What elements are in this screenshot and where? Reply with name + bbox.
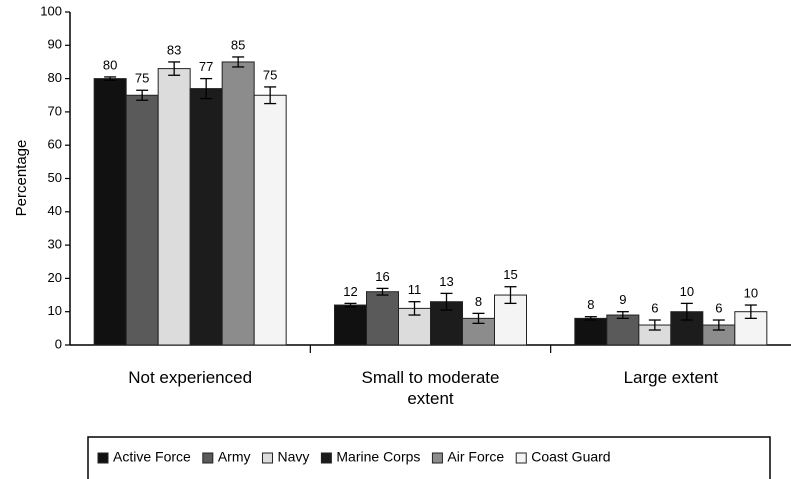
y-tick-label: 90 <box>48 37 62 52</box>
x-tick-label: Large extent <box>623 368 719 387</box>
legend-swatch <box>97 452 109 464</box>
data-label: 6 <box>715 300 722 315</box>
legend-swatch <box>431 452 443 464</box>
bar <box>221 61 255 346</box>
data-label: 10 <box>744 285 758 300</box>
data-label: 16 <box>375 269 389 284</box>
legend-label: Marine Corps <box>336 449 420 465</box>
data-label: 12 <box>343 284 357 299</box>
bar <box>606 314 640 346</box>
legend-swatch <box>202 452 214 464</box>
legend-swatch <box>515 452 527 464</box>
legend-box <box>87 436 771 479</box>
data-label: 6 <box>651 300 658 315</box>
legend-label: Air Force <box>447 449 504 465</box>
y-tick-label: 20 <box>48 270 62 285</box>
data-label: 77 <box>199 59 213 74</box>
bar <box>253 94 287 346</box>
data-label: 10 <box>680 284 694 299</box>
data-label: 8 <box>475 294 482 309</box>
data-label: 83 <box>167 42 181 57</box>
y-tick-label: 80 <box>48 70 62 85</box>
data-label: 11 <box>408 282 422 297</box>
data-label: 8 <box>587 297 594 312</box>
data-label: 15 <box>503 267 517 282</box>
bar <box>574 317 608 346</box>
legend-swatch <box>320 452 332 464</box>
legend-swatch <box>261 452 273 464</box>
x-tick-label: Not experienced <box>128 368 253 387</box>
bar <box>366 291 399 346</box>
legend-label: Coast Guard <box>531 449 610 465</box>
x-tick-label: Small to moderate extent <box>361 368 500 408</box>
y-tick-label: 50 <box>48 170 62 185</box>
y-tick-label: 10 <box>48 303 62 318</box>
data-label: 9 <box>619 292 626 307</box>
bar <box>157 68 191 346</box>
y-tick-label: 30 <box>48 237 62 252</box>
data-label: 75 <box>135 71 149 86</box>
data-label: 85 <box>231 37 245 52</box>
legend-label: Army <box>218 449 251 465</box>
bar <box>462 317 495 346</box>
y-axis-label: Percentage <box>13 140 30 217</box>
bar <box>189 88 223 346</box>
y-tick-label: 100 <box>40 3 62 18</box>
bar <box>93 78 127 346</box>
bar <box>334 304 367 346</box>
y-tick-label: 70 <box>48 103 62 118</box>
legend-label: Navy <box>277 449 309 465</box>
y-tick-label: 60 <box>48 137 62 152</box>
legend-label: Active Force <box>113 449 191 465</box>
data-label: 75 <box>263 67 277 82</box>
data-label: 13 <box>439 274 453 289</box>
bar <box>125 94 159 346</box>
y-tick-label: 40 <box>48 203 62 218</box>
data-label: 80 <box>103 57 117 72</box>
y-tick-label: 0 <box>55 336 62 351</box>
